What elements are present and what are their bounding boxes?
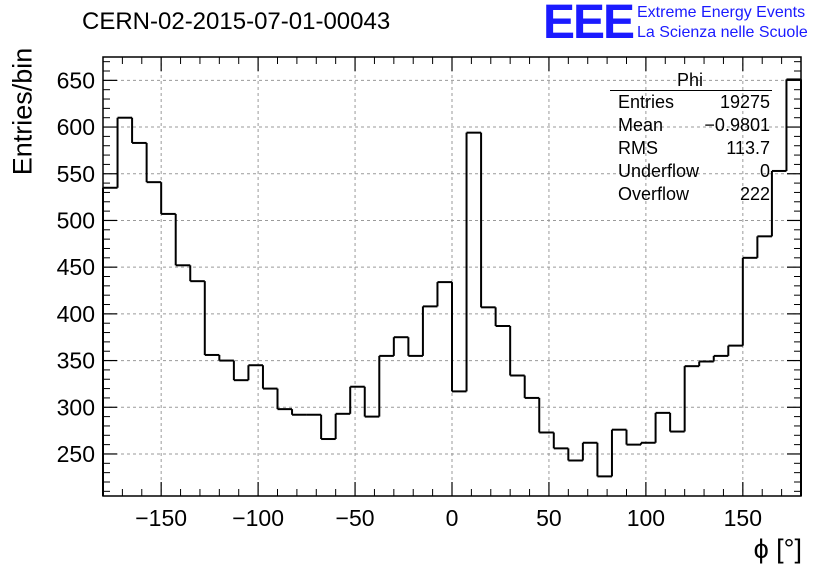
stats-label: Mean [618, 115, 664, 135]
x-tick-label: 150 [724, 505, 762, 531]
stats-label: Entries [618, 92, 675, 112]
y-tick-label: 350 [57, 348, 95, 374]
eee-logo: EEE [543, 0, 635, 49]
y-tick-label: 450 [57, 254, 95, 280]
stats-row-mean: Mean −0.9801 [610, 114, 770, 137]
plot-frame [102, 56, 802, 497]
x-tick-label: −100 [232, 505, 284, 531]
chart-title: CERN-02-2015-07-01-00043 [82, 8, 391, 35]
stats-label: RMS [618, 138, 658, 158]
stats-row-underflow: Underflow 0 [610, 160, 770, 183]
stats-row-rms: RMS 113.7 [610, 137, 770, 160]
y-tick-label: 300 [57, 394, 95, 420]
stats-title: Phi [676, 70, 703, 90]
x-tick-label: −150 [135, 505, 187, 531]
x-tick-label: 50 [536, 505, 562, 531]
y-tick-label: 400 [57, 301, 95, 327]
logo-caption-line2: La Scienza nelle Scuole [637, 24, 808, 41]
y-tick-label: 250 [57, 441, 95, 467]
y-tick-label: 550 [57, 161, 95, 187]
x-tick-label: 0 [446, 505, 459, 531]
x-tick-label: −50 [336, 505, 375, 531]
logo-caption-line1: Extreme Energy Events [637, 4, 806, 21]
y-tick-label: 650 [57, 67, 95, 93]
stats-value: 222 [739, 184, 770, 204]
tick-labels: −150 −100 −50 0 50 100 150 250 300 350 400 450 500 55… [57, 67, 762, 531]
stats-value: 0 [759, 161, 770, 181]
y-axis-label: Entries/bin [7, 47, 38, 176]
stats-row-overflow: Overflow 222 [610, 183, 770, 206]
stats-value: −0.9801 [704, 115, 770, 135]
y-tick-label: 600 [57, 114, 95, 140]
stats-label: Underflow [618, 161, 700, 181]
stats-divider [610, 90, 772, 91]
x-axis-label: ϕ [°] [753, 534, 802, 564]
stats-label: Overflow [618, 184, 690, 204]
stats-value: 113.7 [726, 138, 770, 158]
x-tick-label: 100 [627, 505, 665, 531]
stats-row-entries: Entries 19275 [610, 91, 770, 114]
stats-box: Phi Entries 19275 Mean −0.9801 RMS 113.7… [610, 70, 772, 206]
y-tick-label: 500 [57, 207, 95, 233]
stats-value: 19275 [719, 92, 770, 112]
